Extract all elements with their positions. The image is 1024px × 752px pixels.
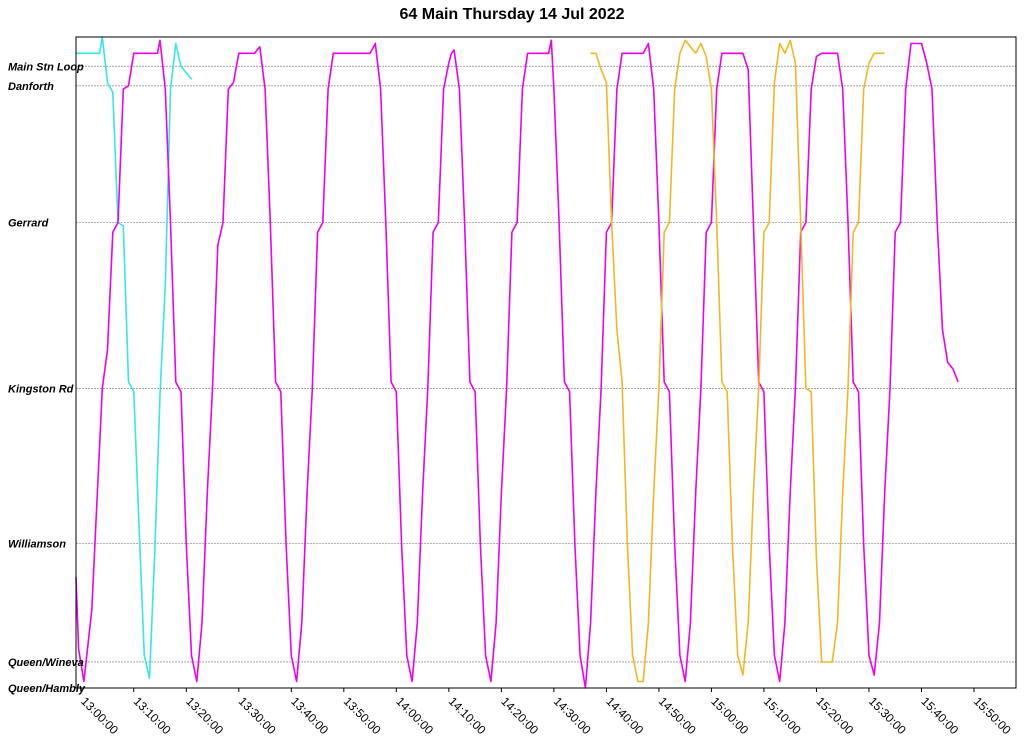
x-tick-label: 13:30:00: [236, 694, 279, 737]
series-line-2: [590, 39, 885, 683]
chart-title: 64 Main Thursday 14 Jul 2022: [399, 6, 625, 23]
x-tick-label: 15:20:00: [813, 694, 856, 737]
x-tick-label: 14:00:00: [393, 694, 436, 737]
y-tick-label: Main Stn Loop: [8, 61, 84, 73]
x-tick-label: 15:40:00: [918, 694, 961, 737]
x-tick-label: 14:10:00: [446, 694, 489, 737]
y-tick-label: Danforth: [8, 81, 54, 93]
x-tick-label: 15:10:00: [761, 694, 804, 737]
y-tick-label: Kingston Rd: [8, 384, 74, 396]
x-tick-label: 14:50:00: [656, 694, 699, 737]
y-tick-label: Queen/Hambly: [8, 683, 86, 695]
y-tick-label: Gerrard: [8, 218, 49, 230]
series-line-1: [75, 39, 959, 689]
x-tick-label: 15:30:00: [866, 694, 909, 737]
series-line-0: [76, 36, 193, 680]
x-tick-label: 14:40:00: [603, 694, 646, 737]
x-tick-label: 15:00:00: [708, 694, 751, 737]
y-tick-label: Queen/Wineva: [8, 657, 84, 669]
x-tick-label: 13:00:00: [78, 694, 121, 737]
x-tick-label: 14:20:00: [498, 694, 541, 737]
x-tick-label: 14:30:00: [551, 694, 594, 737]
grid-lines: [76, 65, 1016, 689]
series-lines: [75, 36, 959, 689]
x-tick-label: 13:50:00: [341, 694, 384, 737]
plot-frame: [75, 36, 1017, 689]
y-tick-label: Williamson: [8, 538, 66, 550]
x-axis-labels: 13:00:00 13:10:00 13:20:00 13:30:00 13:40:00…: [78, 688, 1014, 737]
y-axis-labels: Main Stn Loop Danforth Gerrard Kingston Rd W…: [8, 61, 86, 695]
x-tick-label: 13:20:00: [183, 694, 226, 737]
x-tick-label: 13:40:00: [288, 694, 331, 737]
x-tick-label: 15:50:00: [971, 694, 1014, 737]
x-tick-label: 13:10:00: [131, 694, 174, 737]
